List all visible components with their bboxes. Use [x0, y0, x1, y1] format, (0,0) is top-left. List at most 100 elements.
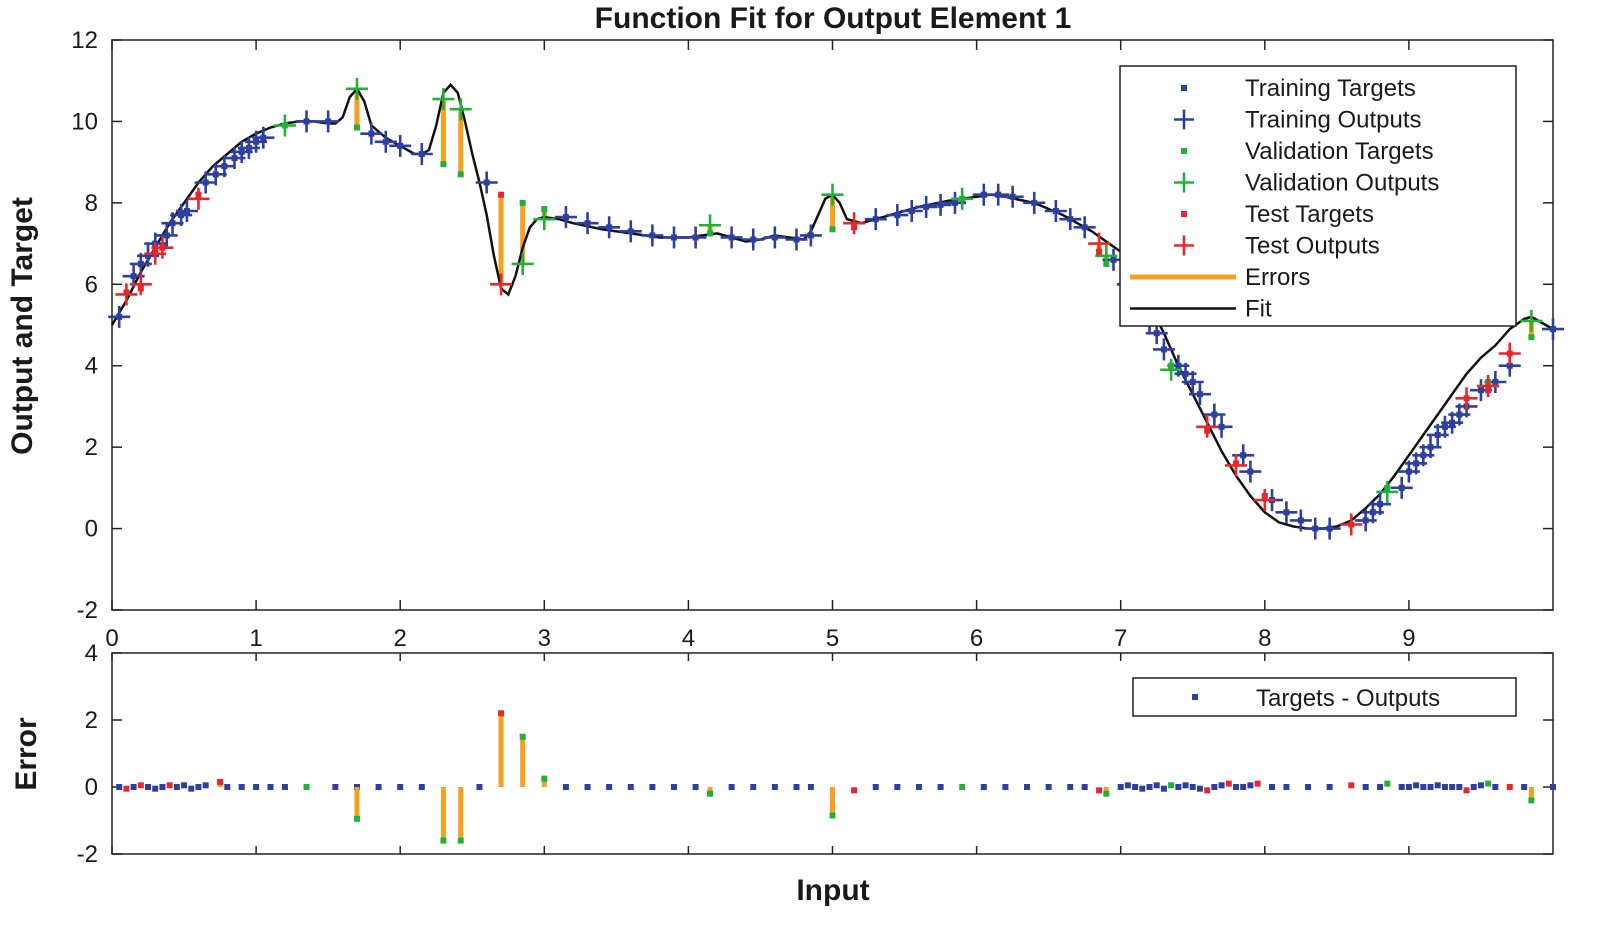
error-point: [1485, 780, 1492, 787]
error-point: [1002, 784, 1009, 790]
top-y-axis-label: Output and Target: [6, 197, 39, 455]
test-output-point: [1498, 342, 1521, 365]
training-output-point: [1152, 338, 1175, 361]
validation-output-point: [1160, 358, 1183, 381]
error-point: [1441, 784, 1448, 790]
bottom-legend-swatch: [1192, 694, 1198, 700]
top-y-tick-label: 8: [85, 190, 98, 217]
top-legend-label: Fit: [1245, 296, 1272, 323]
error-point: [397, 784, 404, 790]
error-point: [627, 784, 634, 790]
training-output-point: [175, 200, 198, 222]
top-y-tick-label: 6: [85, 271, 98, 298]
training-output-point: [987, 183, 1010, 206]
error-point: [1182, 782, 1189, 789]
test-target-point: [498, 191, 505, 198]
training-output-point: [1059, 208, 1082, 231]
error-point: [116, 784, 123, 790]
training-output-point: [742, 228, 765, 251]
x-tick-label: 1: [249, 625, 262, 652]
training-output-point: [1390, 476, 1413, 499]
training-output-point: [641, 224, 664, 247]
validation-output-point: [533, 208, 556, 231]
error-point: [159, 784, 166, 790]
training-output-point: [915, 195, 938, 218]
error-point: [1124, 782, 1131, 789]
error-point: [224, 784, 231, 790]
error-point: [1398, 784, 1405, 790]
test-output-point: [1477, 375, 1500, 398]
error-point: [1168, 782, 1175, 789]
training-output-point: [684, 226, 707, 249]
training-output-point: [785, 228, 808, 251]
x-tick-label: 9: [1402, 625, 1415, 652]
top-legend-label: Test Targets: [1245, 201, 1374, 228]
error-point: [793, 784, 800, 790]
error-point: [1139, 785, 1146, 792]
legend-target-swatch: [1181, 148, 1187, 154]
error-point: [173, 784, 180, 790]
legend-output-swatch: [1174, 235, 1194, 256]
training-output-point: [1001, 185, 1024, 208]
error-point: [894, 784, 901, 790]
error-point: [728, 784, 735, 790]
error-point: [1240, 784, 1247, 790]
validation-output-point: [1376, 480, 1399, 503]
training-output-point: [619, 220, 642, 243]
test-output-point: [1340, 513, 1363, 536]
top-legend-label: Validation Targets: [1245, 138, 1434, 165]
test-output-point: [843, 212, 866, 235]
error-point: [1045, 784, 1052, 790]
error-point: [1132, 784, 1139, 790]
training-output-point: [317, 110, 340, 133]
error-point: [181, 782, 188, 789]
bottom-y-tick-label: 4: [85, 640, 98, 667]
training-output-point: [1369, 493, 1392, 516]
training-output-point: [108, 305, 131, 328]
error-point: [152, 785, 159, 792]
error-point: [584, 784, 591, 790]
error-point: [1103, 790, 1110, 797]
error-point: [1232, 784, 1239, 790]
training-output-point: [155, 224, 178, 247]
top-data-points: [108, 77, 1564, 540]
error-point: [137, 782, 144, 789]
training-output-point: [662, 226, 685, 249]
bottom-y-axis-label: Error: [10, 717, 43, 791]
top-y-tick-label: 4: [85, 353, 98, 380]
error-point: [303, 784, 310, 790]
training-output-point: [1181, 371, 1204, 393]
training-output-point: [1188, 383, 1211, 406]
error-point: [332, 784, 339, 790]
validation-output-point: [345, 77, 368, 100]
test-output-point: [129, 273, 152, 296]
validation-output-point: [432, 88, 455, 111]
error-point: [1067, 784, 1074, 790]
error-point: [606, 784, 613, 790]
error-point: [267, 784, 274, 790]
top-legend-label: Training Outputs: [1245, 107, 1422, 134]
validation-output-point: [511, 252, 534, 275]
error-point: [541, 775, 548, 782]
bottom-axes: -2 0 2 4: [77, 640, 1554, 868]
error-point: [829, 812, 836, 819]
error-point: [649, 784, 656, 790]
error-point: [1463, 787, 1470, 794]
training-output-point: [1203, 403, 1226, 426]
error-point: [519, 733, 526, 740]
bottom-y-tick-label: 2: [85, 707, 98, 734]
error-point: [1117, 784, 1124, 790]
test-output-point: [1455, 387, 1478, 410]
validation-output-point: [699, 214, 722, 237]
error-point: [498, 710, 505, 717]
error-point: [238, 784, 245, 790]
training-output-point: [1419, 436, 1442, 459]
validation-output-point: [1520, 309, 1543, 332]
error-point: [123, 785, 130, 792]
test-output-point: [187, 187, 210, 210]
x-tick-label: 8: [1258, 625, 1271, 652]
error-point: [771, 784, 778, 790]
training-output-point: [475, 171, 498, 194]
error-point: [1153, 782, 1160, 789]
